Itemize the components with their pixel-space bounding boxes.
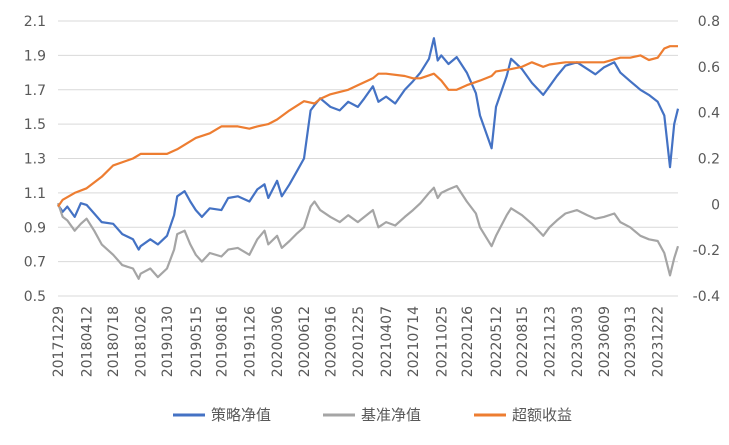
legend-label: 策略净值 [211,406,271,424]
series-line-3 [57,45,678,208]
left-tick-label: 1.3 [24,152,46,168]
x-tick-label: 20220126 [460,306,476,377]
x-tick-label: 20230913 [623,306,639,377]
x-tick-label: 20190816 [214,306,230,377]
x-tick-label: 20171229 [51,306,67,377]
gridlines [58,20,678,297]
left-tick-label: 1.5 [24,117,46,133]
x-tick-label: 20190515 [189,306,205,377]
left-tick-label: 1.9 [24,48,46,64]
left-tick-label: 1.1 [24,186,46,202]
left-tick-label: 1.7 [24,83,46,99]
x-tick-label: 20230609 [597,306,613,377]
legend-label: 超额收益 [512,406,572,424]
left-tick-label: 0.5 [24,289,46,305]
left-tick-label: 0.9 [24,220,46,236]
right-y-axis: -0.4 -0.2 0 0.2 0.4 0.6 0.8 [693,14,720,305]
series-line-2 [56,184,680,280]
x-tick-label: 20210407 [379,306,395,377]
x-tick-label: 20190130 [160,306,176,377]
right-tick-label: -0.2 [693,243,720,259]
right-tick-label: 0.2 [698,152,720,168]
series-line-1 [57,37,680,251]
x-tick-label: 20221123 [542,306,558,377]
x-tick-label: 20220512 [489,306,505,377]
x-tick-label: 20220815 [515,306,531,377]
right-tick-label: 0.8 [698,14,720,30]
left-y-axis: 0.5 0.7 0.9 1.1 1.3 1.5 1.7 1.9 2.1 [24,14,46,305]
x-tick-label: 20231222 [651,306,667,377]
right-tick-label: 0 [711,197,720,213]
left-tick-label: 2.1 [24,14,46,30]
x-tick-label: 20210714 [406,306,422,377]
right-tick-label: 0.4 [698,106,720,122]
x-tick-label: 20180718 [106,306,122,377]
x-tick-label: 20230303 [570,306,586,377]
x-tick-label: 20211025 [434,306,450,377]
legend-label: 基准净值 [361,406,421,424]
left-tick-label: 0.7 [24,255,46,271]
legend: 策略净值 基准净值 超额收益 [173,406,572,424]
x-axis: 20171229 20180412 20180718 20181026 20190130… [51,306,667,377]
right-tick-label: -0.4 [693,289,720,305]
right-tick-label: 0.6 [698,60,720,76]
x-tick-label: 20181026 [134,306,150,377]
x-tick-label: 20191126 [242,306,258,377]
x-tick-label: 20180412 [80,306,96,377]
x-tick-label: 20200916 [323,306,339,377]
x-tick-label: 20200306 [270,306,286,377]
x-tick-label: 20200612 [297,306,313,377]
series-lines [56,37,680,280]
x-tick-label: 20201225 [351,306,367,377]
